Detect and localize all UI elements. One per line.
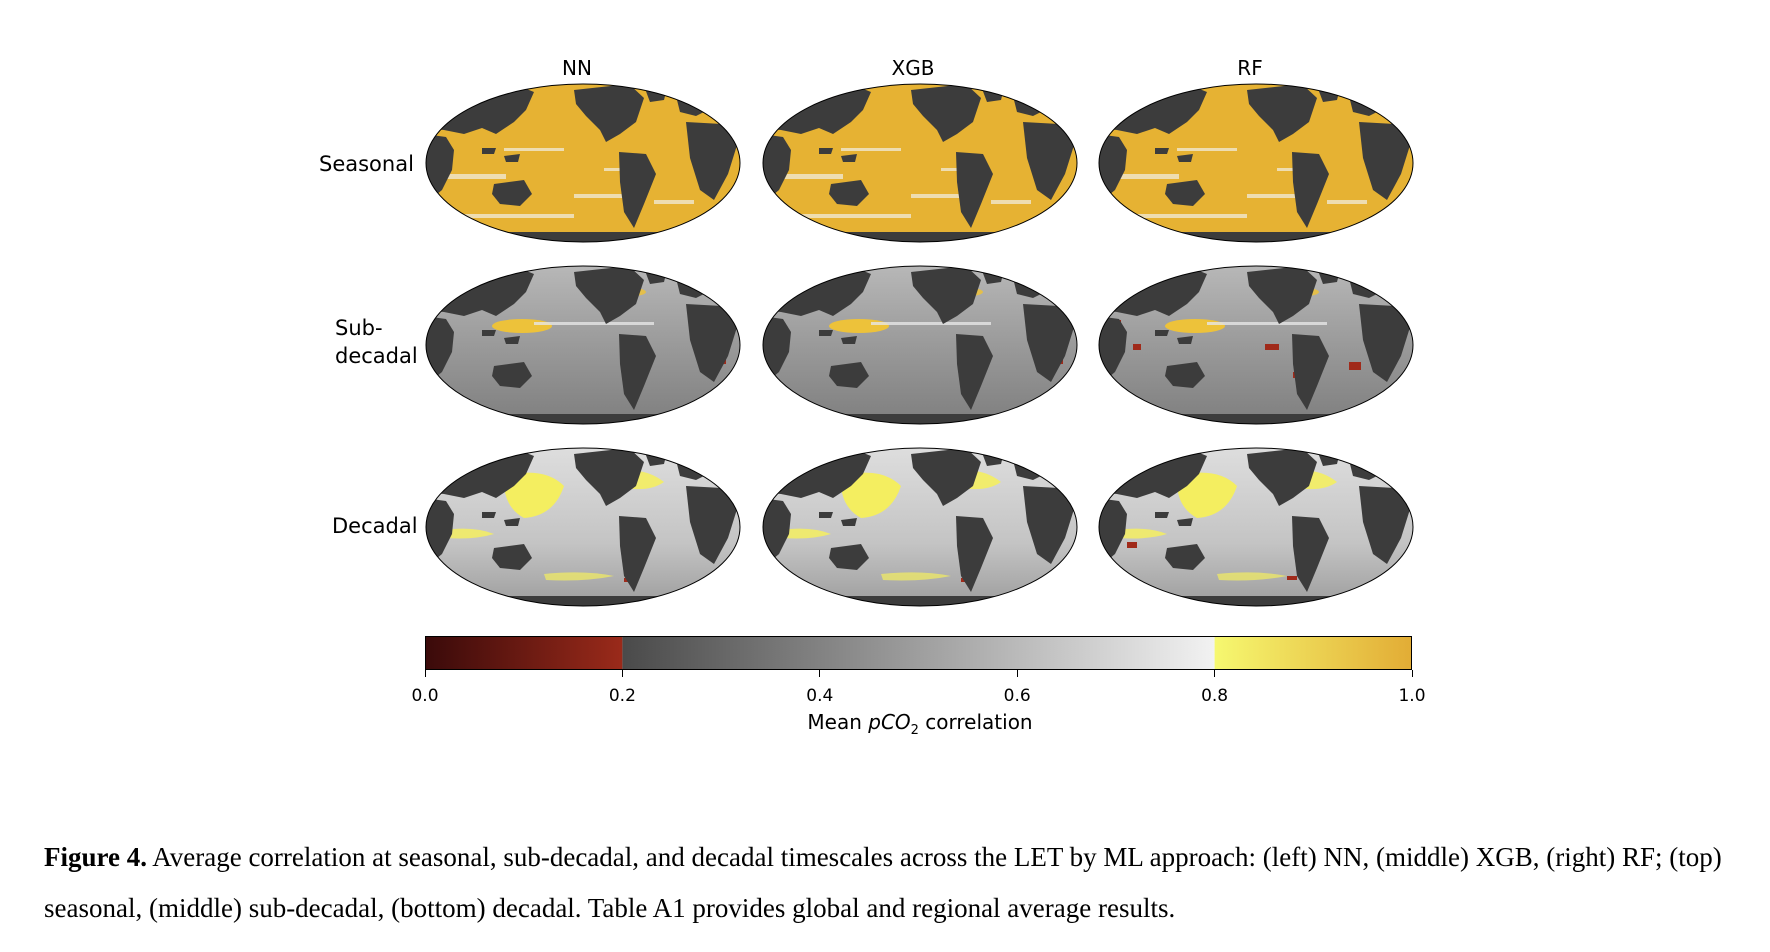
map-subdecadal-xgb xyxy=(762,265,1078,425)
colorbar-label-prefix: Mean xyxy=(807,710,869,734)
colorbar-tick-mark xyxy=(1016,670,1018,677)
caption-figure-label: Figure 4. xyxy=(44,842,147,872)
row-label-seasonal: Seasonal xyxy=(319,150,414,178)
colorbar-tick-label: 0.0 xyxy=(411,686,439,706)
colorbar xyxy=(425,636,1412,670)
colorbar-tick-label: 0.4 xyxy=(806,686,834,706)
map-subdecadal-rf xyxy=(1098,265,1414,425)
map-decadal-xgb xyxy=(762,447,1078,607)
column-title-xgb: XGB xyxy=(891,56,935,80)
colorbar-label: Mean pCO2 correlation xyxy=(705,710,1135,738)
colorbar-label-sub: 2 xyxy=(910,723,919,738)
map-subdecadal-nn xyxy=(425,265,741,425)
colorbar-label-italic: pCO xyxy=(868,710,911,734)
colorbar-tick-mark xyxy=(621,670,623,677)
row-label-decadal: Decadal xyxy=(332,512,418,540)
colorbar-label-suffix: correlation xyxy=(918,710,1033,734)
colorbar-tick-label: 0.6 xyxy=(1003,686,1031,706)
caption-text: Average correlation at seasonal, sub-dec… xyxy=(44,842,1722,923)
colorbar-frame xyxy=(425,636,1412,670)
colorbar-tick-mark xyxy=(1411,670,1413,677)
colorbar-segment-mid xyxy=(622,636,1215,670)
map-decadal-rf xyxy=(1098,447,1414,607)
colorbar-tick-mark xyxy=(424,670,426,677)
colorbar-tick-mark xyxy=(819,670,821,677)
row-label-subdecadal: Sub- decadal xyxy=(335,314,418,370)
column-title-rf: RF xyxy=(1237,56,1263,80)
colorbar-segment-high xyxy=(1214,636,1412,670)
colorbar-tick-label: 0.2 xyxy=(608,686,636,706)
map-seasonal-xgb xyxy=(762,83,1078,243)
colorbar-tick-label: 0.8 xyxy=(1201,686,1229,706)
map-seasonal-rf xyxy=(1098,83,1414,243)
colorbar-segment-low xyxy=(425,636,623,670)
figure-caption: Figure 4. Average correlation at seasona… xyxy=(44,832,1754,934)
row-label-line: Sub- xyxy=(335,316,383,340)
colorbar-tick-label: 1.0 xyxy=(1398,686,1426,706)
row-label-line: Seasonal xyxy=(319,152,414,176)
column-title-nn: NN xyxy=(562,56,592,80)
map-seasonal-nn xyxy=(425,83,741,243)
map-decadal-nn xyxy=(425,447,741,607)
colorbar-tick-mark xyxy=(1214,670,1216,677)
row-label-line: Decadal xyxy=(332,514,418,538)
row-label-line: decadal xyxy=(335,344,418,368)
